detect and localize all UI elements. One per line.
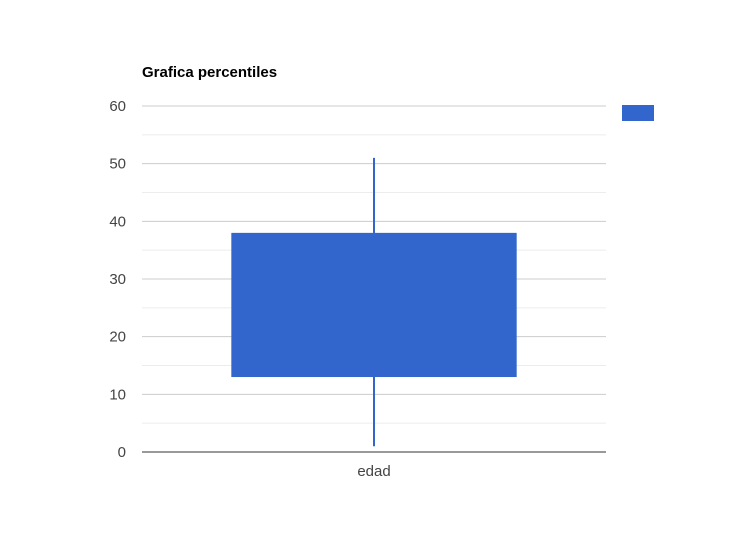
y-axis-ticks: 0 10 20 30 40 50 60 — [109, 98, 126, 461]
candle-box[interactable] — [231, 232, 517, 378]
y-tick-label: 10 — [109, 386, 126, 403]
x-axis-ticks: edad — [357, 463, 390, 480]
y-tick-label: 30 — [109, 271, 126, 288]
y-tick-label: 0 — [118, 444, 126, 461]
legend-swatch[interactable] — [622, 105, 654, 121]
y-tick-label: 20 — [109, 329, 126, 346]
y-tick-label: 40 — [109, 213, 126, 230]
chart-title: Grafica percentiles — [142, 64, 277, 81]
x-tick-label: edad — [357, 463, 390, 480]
y-tick-label: 60 — [109, 98, 126, 115]
y-tick-label: 50 — [109, 156, 126, 173]
plot-marks[interactable] — [142, 157, 606, 453]
legend[interactable] — [622, 105, 654, 121]
